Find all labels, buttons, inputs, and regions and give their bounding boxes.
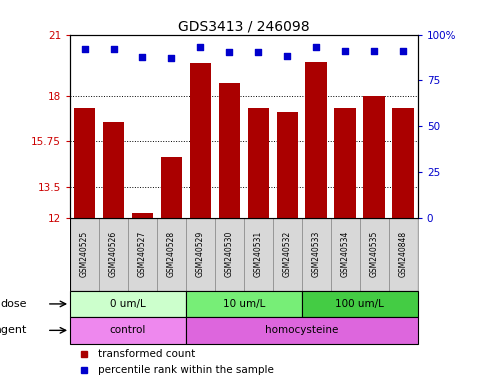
Point [370, 48, 378, 54]
Bar [360, 217, 389, 291]
Bar [244, 217, 273, 291]
Bar [334, 108, 356, 217]
Text: dose: dose [0, 299, 27, 309]
Text: GSM240526: GSM240526 [109, 231, 118, 277]
Text: agent: agent [0, 325, 27, 335]
Bar [392, 108, 414, 217]
Point [284, 53, 291, 59]
Point [313, 44, 320, 50]
Text: 0 um/L: 0 um/L [110, 299, 146, 309]
Bar [70, 217, 99, 291]
Text: GSM240532: GSM240532 [283, 231, 292, 277]
Point [255, 49, 262, 55]
Point [110, 46, 117, 52]
Text: GSM240531: GSM240531 [254, 231, 263, 277]
Bar [219, 83, 241, 217]
Text: GSM240525: GSM240525 [80, 231, 89, 277]
Bar [302, 291, 418, 317]
Text: 100 um/L: 100 um/L [335, 299, 384, 309]
Point [226, 49, 233, 55]
Bar [102, 122, 125, 217]
Text: GSM240529: GSM240529 [196, 231, 205, 277]
Text: transformed count: transformed count [98, 349, 195, 359]
Text: control: control [110, 325, 146, 335]
Bar [331, 217, 360, 291]
Title: GDS3413 / 246098: GDS3413 / 246098 [178, 20, 310, 33]
Bar [273, 217, 302, 291]
Text: GSM240534: GSM240534 [341, 231, 350, 277]
Point [81, 46, 88, 52]
Bar [128, 217, 157, 291]
Text: GSM240530: GSM240530 [225, 231, 234, 277]
Bar [70, 317, 186, 344]
Bar [160, 157, 183, 217]
Bar [99, 217, 128, 291]
Bar [302, 217, 331, 291]
Bar [276, 112, 298, 217]
Bar [305, 62, 327, 217]
Bar [189, 63, 212, 217]
Bar [186, 217, 215, 291]
Text: GSM240533: GSM240533 [312, 231, 321, 277]
Text: percentile rank within the sample: percentile rank within the sample [98, 365, 274, 375]
Point [168, 55, 175, 61]
Bar [186, 291, 302, 317]
Point [139, 54, 146, 60]
Bar [186, 317, 418, 344]
Bar [73, 108, 96, 217]
Bar [247, 108, 270, 217]
Text: GSM240848: GSM240848 [399, 231, 408, 277]
Text: 10 um/L: 10 um/L [223, 299, 265, 309]
Text: GSM240527: GSM240527 [138, 231, 147, 277]
Point [341, 48, 349, 54]
Text: homocysteine: homocysteine [265, 325, 339, 335]
Bar [363, 96, 385, 217]
Bar [157, 217, 186, 291]
Bar [131, 214, 153, 217]
Bar [389, 217, 418, 291]
Text: GSM240535: GSM240535 [370, 231, 379, 277]
Point [399, 48, 407, 54]
Bar [215, 217, 244, 291]
Text: GSM240528: GSM240528 [167, 231, 176, 277]
Point [197, 44, 204, 50]
Bar [70, 291, 186, 317]
